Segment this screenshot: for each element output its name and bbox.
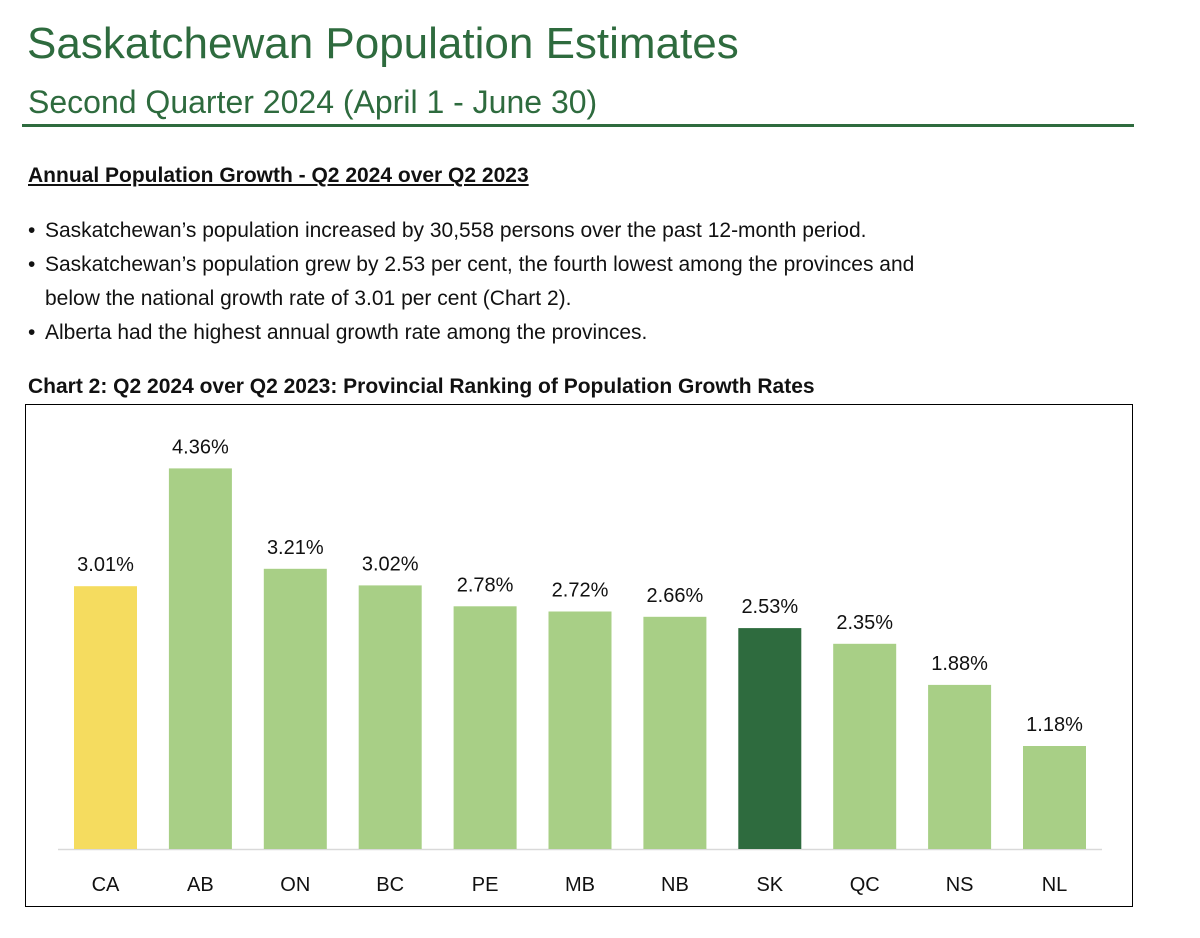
tick-label-nl: NL	[1042, 874, 1068, 896]
bullet-alberta-highest: Alberta had the highest annual growth ra…	[28, 316, 1138, 350]
page-title: Saskatchewan Population Estimates	[27, 19, 739, 68]
page-subtitle: Second Quarter 2024 (April 1 - June 30)	[28, 84, 598, 120]
bar-on	[263, 568, 327, 849]
bar-qc	[833, 643, 897, 849]
data-label-nb: 2.66%	[647, 585, 704, 607]
bullet-text: Saskatchewan’s population grew by 2.53 p…	[45, 253, 915, 276]
bar-ns	[928, 684, 992, 849]
bar-mb	[548, 611, 612, 849]
bullet-text: Alberta had the highest annual growth ra…	[45, 321, 648, 344]
bullet-growth-rate: Saskatchewan’s population grew by 2.53 p…	[28, 248, 1138, 316]
bar-nl	[1023, 746, 1086, 849]
title-divider	[22, 124, 1134, 127]
bar-sk	[738, 628, 802, 849]
tick-label-ca: CA	[92, 874, 120, 896]
tick-label-ab: AB	[187, 874, 214, 896]
tick-label-nb: NB	[661, 874, 689, 896]
tick-label-pe: PE	[472, 874, 499, 896]
data-label-bc: 3.02%	[362, 553, 419, 575]
data-label-pe: 2.78%	[457, 574, 514, 596]
tick-label-qc: QC	[850, 874, 880, 896]
summary-bullet-list: Saskatchewan’s population increased by 3…	[28, 214, 1138, 350]
bar-bc	[358, 585, 422, 849]
data-label-ns: 1.88%	[931, 653, 988, 675]
data-label-ca: 3.01%	[77, 554, 134, 576]
tick-label-bc: BC	[376, 874, 404, 896]
data-label-qc: 2.35%	[836, 612, 893, 634]
tick-label-ns: NS	[946, 874, 974, 896]
data-label-ab: 4.36%	[172, 436, 229, 458]
chart-frame: 3.01% CA 4.36% AB 3.21% ON 3.02% BC 2.78% PE 2.72%…	[25, 404, 1133, 907]
data-label-on: 3.21%	[267, 537, 324, 559]
tick-label-on: ON	[280, 874, 310, 896]
tick-label-mb: MB	[565, 874, 595, 896]
data-label-sk: 2.53%	[741, 596, 798, 618]
bar-ca	[74, 586, 137, 849]
section-heading: Annual Population Growth - Q2 2024 over …	[28, 164, 529, 187]
tick-label-sk: SK	[756, 874, 783, 896]
data-label-mb: 2.72%	[552, 580, 609, 602]
chart-title: Chart 2: Q2 2024 over Q2 2023: Provincia…	[28, 375, 815, 398]
data-label-nl: 1.18%	[1026, 714, 1083, 736]
bar-chart: 3.01% CA 4.36% AB 3.21% ON 3.02% BC 2.78% PE 2.72%…	[58, 436, 1102, 896]
bullet-text-continued: below the national growth rate of 3.01 p…	[45, 287, 572, 310]
bullet-text: Saskatchewan’s population increased by 3…	[45, 219, 867, 242]
bar-ab	[168, 468, 232, 849]
bullet-population-increase: Saskatchewan’s population increased by 3…	[28, 214, 1138, 248]
bar-pe	[453, 606, 517, 849]
bar-nb	[643, 616, 707, 849]
